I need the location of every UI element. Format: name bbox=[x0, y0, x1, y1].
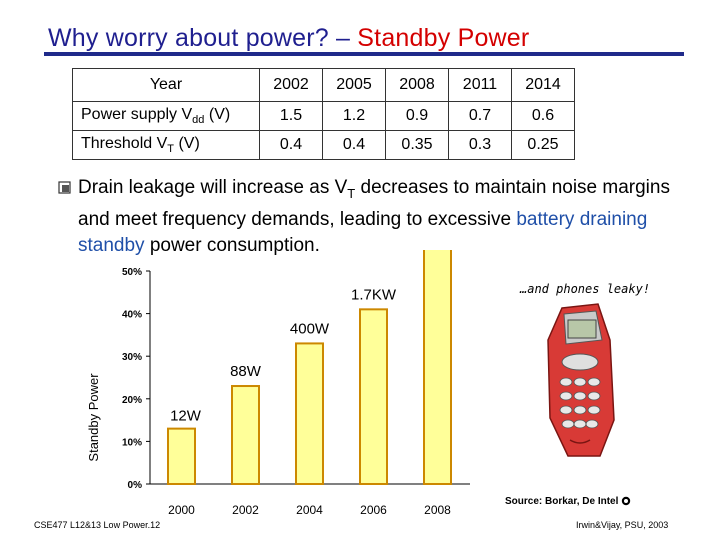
table-cell: 0.9 bbox=[385, 101, 449, 131]
standby-power-chart: 0% 10% 20% 30% 40% 50% Standby Power 12W 2000 88W… bbox=[86, 250, 470, 517]
footer-credit: Irwin&Vijay, PSU, 2003 bbox=[576, 520, 669, 530]
y-tick-label: 40% bbox=[122, 310, 142, 321]
bar bbox=[423, 250, 452, 486]
x-tick-label: 2000 bbox=[168, 503, 195, 517]
highlight-standby: standby bbox=[78, 234, 145, 256]
bar-value-label: 12W bbox=[170, 408, 202, 425]
title-underline bbox=[44, 52, 684, 56]
x-tick-label: 2004 bbox=[296, 503, 323, 517]
year-cell: 2002 bbox=[259, 68, 323, 102]
year-cell: 2014 bbox=[511, 68, 575, 102]
bar bbox=[231, 385, 260, 486]
phones-quote: …and phones leaky! bbox=[520, 282, 651, 296]
year-cell: 2005 bbox=[322, 68, 386, 102]
bar-value-label: 400W bbox=[290, 320, 330, 337]
bar-value-label: 88W bbox=[230, 363, 262, 380]
y-tick-label: 30% bbox=[122, 352, 142, 363]
x-tick-label: 2008 bbox=[424, 503, 451, 517]
row-label: Threshold VT (V) bbox=[72, 130, 260, 160]
y-tick-label: 10% bbox=[122, 437, 142, 448]
voltage-table: Year 2002 2005 2008 2011 2014 Power supp… bbox=[72, 68, 575, 160]
bar bbox=[295, 342, 324, 485]
mobile-phone-image bbox=[547, 303, 615, 457]
table-cell: 1.5 bbox=[259, 101, 323, 131]
bullet-square-icon bbox=[58, 181, 71, 194]
title-highlight: Standby Power bbox=[357, 24, 530, 52]
table-header-row: Year 2002 2005 2008 2011 2014 bbox=[72, 68, 575, 102]
table-cell: 0.4 bbox=[259, 130, 323, 160]
footer-course: CSE477 L12&13 Low Power.12 bbox=[34, 520, 161, 530]
year-cell: 2008 bbox=[385, 68, 449, 102]
x-tick-label: 2006 bbox=[360, 503, 387, 517]
source-note: Source: Borkar, De Intel bbox=[505, 496, 631, 507]
y-axis-title: Standby Power bbox=[86, 373, 101, 462]
y-tick-label: 0% bbox=[128, 480, 143, 491]
table-cell: 0.25 bbox=[511, 130, 575, 160]
intel-logo-icon bbox=[621, 497, 631, 506]
y-tick-label: 50% bbox=[122, 267, 142, 278]
bar bbox=[167, 427, 196, 485]
table-row: Threshold VT (V) 0.4 0.4 0.35 0.3 0.25 bbox=[72, 130, 575, 160]
title-prefix: Why worry about power? – bbox=[48, 24, 358, 52]
table-row: Power supply Vdd (V) 1.5 1.2 0.9 0.7 0.6 bbox=[72, 101, 575, 131]
bar-value-label: 1.7KW bbox=[351, 286, 397, 303]
row-label: Power supply Vdd (V) bbox=[72, 101, 260, 131]
table-cell: 0.35 bbox=[385, 130, 449, 160]
bullet-paragraph: Drain leakage will increase as VT decrea… bbox=[78, 177, 670, 256]
table-cell: 0.7 bbox=[448, 101, 512, 131]
highlight-battery: battery draining bbox=[516, 208, 648, 230]
x-tick-label: 2002 bbox=[232, 503, 259, 517]
table-cell: 0.4 bbox=[322, 130, 386, 160]
year-cell: 2011 bbox=[448, 68, 512, 102]
slide-title: Why worry about power? – Standby Power bbox=[48, 24, 529, 53]
bar bbox=[359, 308, 388, 486]
y-tick-label: 20% bbox=[122, 395, 142, 406]
year-header: Year bbox=[72, 68, 260, 102]
table-cell: 1.2 bbox=[322, 101, 386, 131]
table-cell: 0.3 bbox=[448, 130, 512, 160]
table-cell: 0.6 bbox=[511, 101, 575, 131]
